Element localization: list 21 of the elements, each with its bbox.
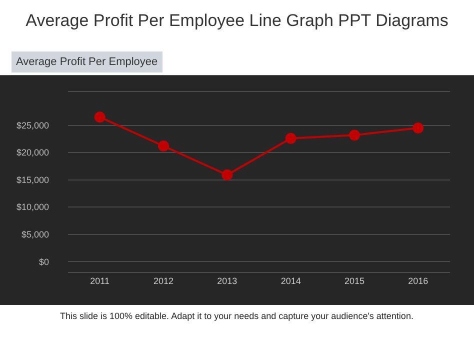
x-tick-label: 2014: [280, 276, 301, 286]
x-tick-label: 2011: [90, 276, 110, 286]
y-tick-label: $15,000: [16, 174, 49, 185]
y-tick-label: $5,000: [21, 230, 49, 240]
x-tick-label: 2012: [153, 276, 174, 286]
y-tick-label: $25,000: [16, 120, 49, 130]
point: [412, 122, 424, 134]
point: [285, 132, 296, 144]
y-tick-label: $0: [38, 256, 49, 267]
chart-subtitle: Average Profit Per Employee: [16, 56, 158, 68]
x-tick-label: 2016: [408, 276, 428, 286]
point: [94, 112, 106, 123]
y-tick-label: $10,000: [16, 202, 49, 212]
text: This slide is 100% editable. Adapt it to your needs and capture your audience's attention.: [60, 311, 414, 321]
chart-title: Average Profit Per Employee Line Graph PPT Diagrams: [26, 11, 448, 30]
x-tick-label: 2013: [217, 276, 238, 286]
x-tick-label: 2015: [344, 276, 365, 286]
point: [222, 169, 233, 180]
point: [158, 140, 169, 152]
point: [349, 130, 360, 141]
y-tick-label: $20,000: [16, 148, 49, 158]
